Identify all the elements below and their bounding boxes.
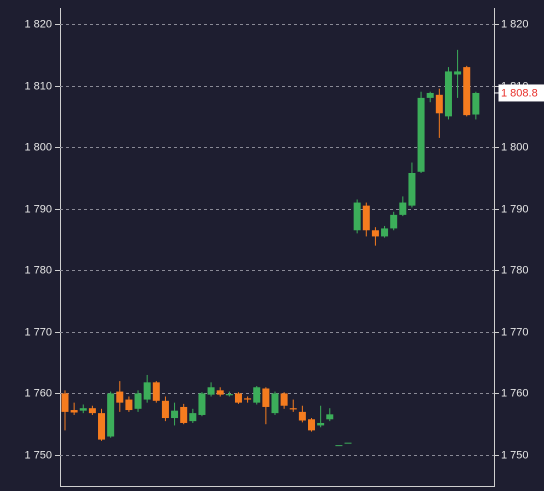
candle-body bbox=[88, 408, 96, 414]
y-tick-label: 1 750 bbox=[24, 449, 52, 461]
candle-body bbox=[216, 390, 224, 395]
candle-body bbox=[98, 413, 106, 440]
candle-body bbox=[271, 393, 279, 414]
candle-body bbox=[116, 391, 124, 403]
last-price-box bbox=[498, 84, 544, 102]
candle-body bbox=[298, 411, 306, 421]
y2-tick-label: 1 770 bbox=[501, 326, 529, 338]
candle-body bbox=[280, 393, 288, 406]
y-tick-label: 1 760 bbox=[24, 387, 52, 399]
candle-body bbox=[152, 382, 160, 401]
candle-body bbox=[171, 410, 179, 419]
candle-body bbox=[454, 71, 462, 75]
candle-body bbox=[253, 387, 261, 403]
y2-tick-label: 1 800 bbox=[501, 141, 529, 153]
candle-body bbox=[225, 394, 233, 396]
y2-tick-label: 1 760 bbox=[501, 387, 529, 399]
candle-body bbox=[435, 94, 443, 114]
candle-body bbox=[143, 382, 151, 400]
candle-body bbox=[262, 388, 270, 407]
y2-tick-label: 1 780 bbox=[501, 264, 529, 276]
y-tick-label: 1 790 bbox=[24, 203, 52, 215]
candle-body bbox=[308, 419, 316, 431]
candle-body bbox=[198, 393, 206, 415]
candle-body bbox=[207, 387, 215, 395]
candle-body bbox=[317, 422, 325, 426]
y-tick-label: 1 780 bbox=[24, 264, 52, 276]
candle-body bbox=[344, 442, 352, 444]
y-tick-label: 1 820 bbox=[24, 18, 52, 30]
candle-body bbox=[61, 393, 69, 412]
candle-body bbox=[417, 97, 425, 172]
y-tick-label: 1 770 bbox=[24, 326, 52, 338]
candle-body bbox=[463, 67, 471, 116]
candle-body bbox=[161, 400, 169, 419]
candle-body bbox=[353, 202, 361, 231]
candle-body bbox=[125, 399, 133, 411]
candle-body bbox=[472, 92, 480, 115]
y-tick-label: 1 810 bbox=[24, 80, 52, 92]
y2-tick-label: 1 820 bbox=[501, 18, 529, 30]
y2-tick-label: 1 750 bbox=[501, 449, 529, 461]
candle-body bbox=[381, 228, 389, 237]
candle-body bbox=[189, 413, 197, 422]
candle-body bbox=[326, 414, 334, 420]
candle-body bbox=[70, 410, 78, 413]
candle-body bbox=[107, 393, 115, 437]
candle-body bbox=[335, 445, 343, 447]
candle-body bbox=[289, 408, 297, 410]
candle-body bbox=[390, 214, 398, 229]
y2-tick-label: 1 790 bbox=[501, 203, 529, 215]
candle-body bbox=[371, 230, 379, 237]
candle-body bbox=[426, 92, 434, 98]
y-tick-label: 1 800 bbox=[24, 141, 52, 153]
candle-body bbox=[362, 205, 370, 231]
candle-body bbox=[399, 202, 407, 215]
candle-body bbox=[234, 393, 242, 403]
last-price-label: 1 808.8 bbox=[501, 87, 538, 99]
candle-body bbox=[134, 393, 142, 409]
candle-body bbox=[79, 408, 87, 411]
candle-body bbox=[408, 173, 416, 206]
candle-body bbox=[180, 406, 188, 423]
candle-body bbox=[244, 398, 252, 400]
candle-body bbox=[444, 71, 452, 117]
